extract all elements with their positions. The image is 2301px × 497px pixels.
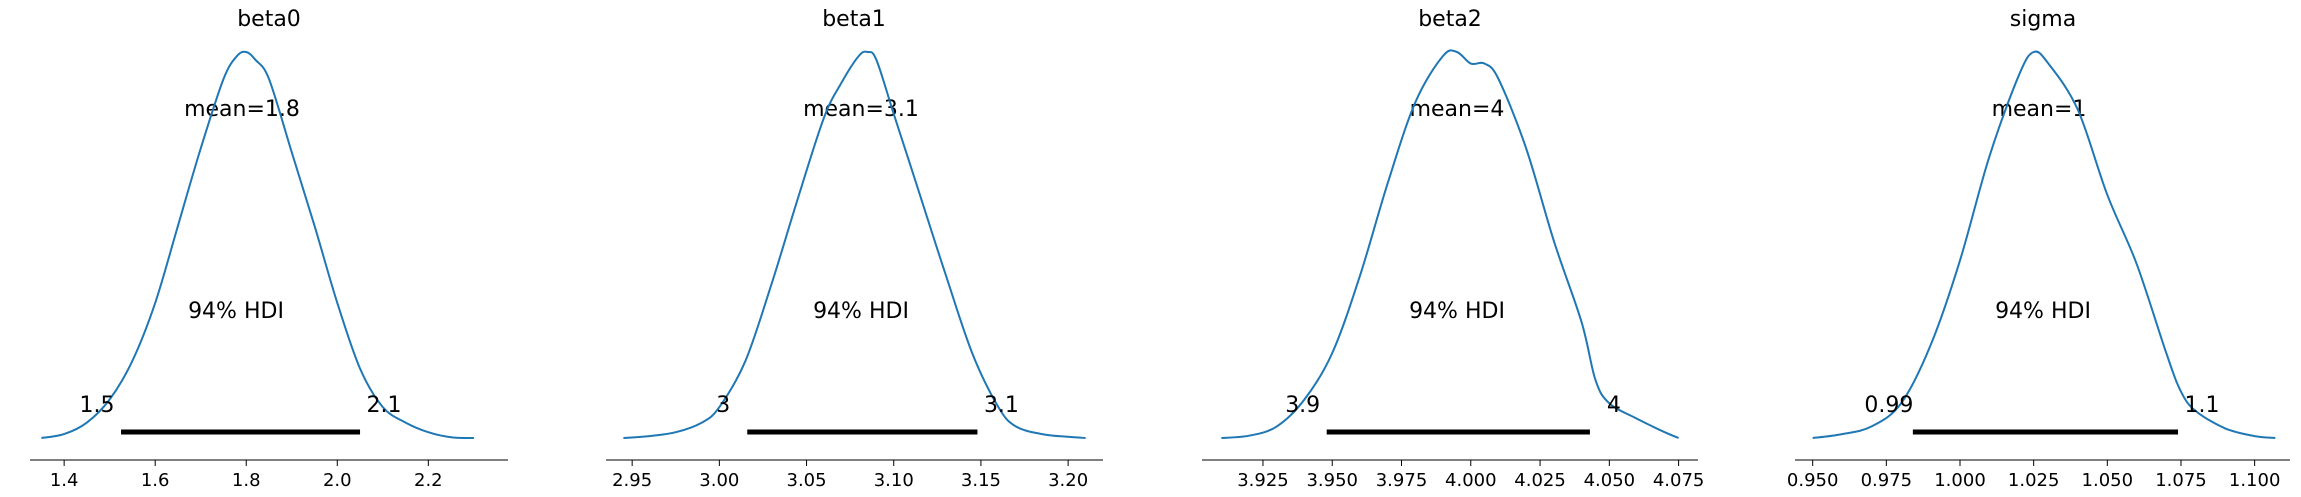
panel-beta1: beta1 mean=3.1 94% HDI 3 3.1 2.95 3.00 3.05 3… xyxy=(606,7,1103,491)
hdi-low-label: 0.99 xyxy=(1864,393,1913,418)
density-curve xyxy=(41,50,474,439)
x-tick-label: 1.100 xyxy=(2229,470,2281,491)
mean-label: mean=4 xyxy=(1410,97,1505,122)
x-tick-label: 2.0 xyxy=(323,470,352,491)
x-tick-label: 3.975 xyxy=(1376,470,1428,491)
panel-beta0: beta0 mean=1.8 94% HDI 1.5 2.11.4 1.6 1.8 2.… xyxy=(30,7,508,491)
hdi-high-label: 4 xyxy=(1607,393,1621,418)
x-tick-label: 3.00 xyxy=(699,470,739,491)
hdi-low-label: 3 xyxy=(716,393,730,418)
x-tick-label: 0.950 xyxy=(1787,470,1839,491)
panel-title: beta2 xyxy=(1418,7,1482,32)
x-tick-label: 3.20 xyxy=(1048,470,1088,491)
hdi-high-label: 1.1 xyxy=(2185,393,2220,418)
x-tick-label: 1.075 xyxy=(2155,470,2207,491)
mean-label: mean=1 xyxy=(1992,97,2087,122)
x-tick-label: 4.025 xyxy=(1514,470,1566,491)
panel-title: beta0 xyxy=(237,7,301,32)
panel-title: beta1 xyxy=(822,7,886,32)
x-tick-label: 0.975 xyxy=(1861,470,1913,491)
x-tick-label: 1.000 xyxy=(1934,470,1986,491)
panel-sigma: sigma mean=1 94% HDI 0.99 1.1 0.950 0.975 1.… xyxy=(1787,7,2290,491)
x-tick-label: 3.10 xyxy=(874,470,914,491)
x-tick-label: 3.05 xyxy=(787,470,827,491)
x-tick-label: 2.95 xyxy=(612,470,652,491)
panel-title: sigma xyxy=(2010,7,2076,32)
hdi-label: 94% HDI xyxy=(188,299,284,324)
hdi-label: 94% HDI xyxy=(813,299,909,324)
x-tick-label: 1.4 xyxy=(50,470,79,491)
x-tick-label: 3.925 xyxy=(1237,470,1289,491)
x-tick-label: 1.050 xyxy=(2082,470,2134,491)
hdi-high-label: 3.1 xyxy=(984,393,1019,418)
panel-beta2: beta2 mean=4 94% HDI 3.9 4 3.925 3.950 3.975… xyxy=(1202,7,1704,491)
hdi-high-label: 2.1 xyxy=(367,393,402,418)
x-tick-label: 4.075 xyxy=(1653,470,1705,491)
x-tick-label: 1.8 xyxy=(232,470,261,491)
density-curve xyxy=(1221,49,1679,439)
x-tick-label: 2.2 xyxy=(414,470,443,491)
x-tick-label: 1.025 xyxy=(2008,470,2060,491)
mean-label: mean=3.1 xyxy=(803,97,919,122)
x-tick-label: 3.15 xyxy=(961,470,1001,491)
x-tick-label: 3.950 xyxy=(1306,470,1358,491)
x-tick-label: 1.6 xyxy=(141,470,170,491)
hdi-label: 94% HDI xyxy=(1995,299,2091,324)
x-tick-label: 4.000 xyxy=(1445,470,1497,491)
x-tick-label: 4.050 xyxy=(1584,470,1636,491)
density-curve xyxy=(1812,50,2276,439)
hdi-low-label: 1.5 xyxy=(80,393,115,418)
hdi-label: 94% HDI xyxy=(1409,299,1505,324)
density-curve xyxy=(623,50,1086,439)
hdi-low-label: 3.9 xyxy=(1285,393,1320,418)
